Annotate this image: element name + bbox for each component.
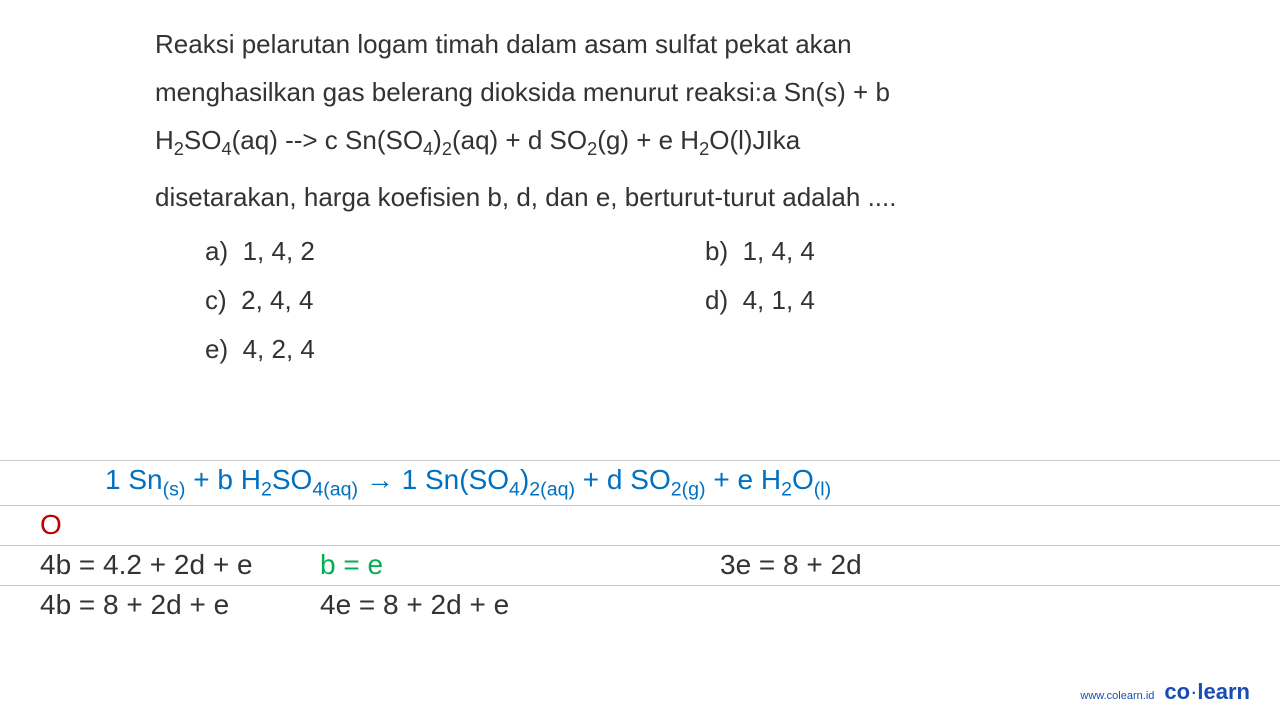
question-line2: menghasilkan gas belerang dioksida menur… — [155, 77, 890, 107]
calc-r1-c2: b = e — [320, 549, 720, 582]
eq-part: O — [792, 464, 814, 495]
calc-r2-c1: 4b = 8 + 2d + e — [40, 589, 320, 622]
eq-sub: 2(g) — [671, 479, 706, 501]
question-sub: 2 — [699, 139, 709, 159]
option-d[interactable]: d) 4, 1, 4 — [705, 285, 815, 316]
question-line4: disetarakan, harga koefisien b, d, dan e… — [155, 182, 896, 212]
question-line3-part: ) — [433, 125, 442, 155]
eq-sub: (s) — [163, 479, 186, 501]
logo-co: co — [1164, 679, 1190, 704]
option-e-value: 4, 2, 4 — [243, 334, 315, 364]
eq-part: SO — [272, 464, 312, 495]
footer-url: www.colearn.id — [1080, 690, 1154, 702]
eq-part: + d SO — [575, 464, 671, 495]
eq-sub: 2 — [261, 479, 272, 501]
option-e-label: e) — [205, 334, 228, 364]
question-sub: 2 — [174, 139, 184, 159]
options-row-2: c) 2, 4, 4 d) 4, 1, 4 — [205, 285, 1125, 316]
footer-logo: co·learn — [1164, 679, 1250, 705]
option-c-label: c) — [205, 285, 227, 315]
eq-sub: 4(aq) — [312, 479, 358, 501]
eq-part: 1 Sn — [105, 464, 163, 495]
question-line3-part: (g) + e H — [597, 125, 699, 155]
option-a-value: 1, 4, 2 — [243, 236, 315, 266]
option-a-label: a) — [205, 236, 228, 266]
option-b[interactable]: b) 1, 4, 4 — [705, 236, 815, 267]
question-sub: 2 — [442, 139, 452, 159]
question-line3-part: O(l)JIka — [709, 125, 800, 155]
options-container: a) 1, 4, 2 b) 1, 4, 4 c) 2, 4, 4 d) 4, 1… — [155, 236, 1125, 365]
question-area: Reaksi pelarutan logam timah dalam asam … — [0, 0, 1280, 365]
calc-row-2: 4b = 8 + 2d + e 4e = 8 + 2d + e — [0, 585, 1280, 625]
question-line3-part: (aq) --> c Sn(SO — [232, 125, 423, 155]
eq-part: ) — [520, 464, 529, 495]
calc-row-1: 4b = 4.2 + 2d + e b = e 3e = 8 + 2d — [0, 545, 1280, 585]
solution-area: 1 Sn(s) + b H2SO4(aq) → 1 Sn(SO4)2(aq) +… — [0, 460, 1280, 625]
question-line3-part: H — [155, 125, 174, 155]
calc-r1-c3: 3e = 8 + 2d — [720, 549, 1020, 582]
arrow-icon: → — [358, 464, 402, 495]
option-b-label: b) — [705, 236, 728, 266]
equation-line: 1 Sn(s) + b H2SO4(aq) → 1 Sn(SO4)2(aq) +… — [0, 460, 1280, 505]
eq-sub: 2(aq) — [529, 479, 575, 501]
oxygen-label: O — [0, 505, 1280, 545]
footer: www.colearn.id co·learn — [1080, 679, 1250, 705]
question-line3-part: SO — [184, 125, 222, 155]
question-sub: 4 — [423, 139, 433, 159]
calc-r2-c2: 4e = 8 + 2d + e — [320, 589, 720, 622]
options-row-1: a) 1, 4, 2 b) 1, 4, 4 — [205, 236, 1125, 267]
option-c[interactable]: c) 2, 4, 4 — [205, 285, 705, 316]
option-a[interactable]: a) 1, 4, 2 — [205, 236, 705, 267]
option-d-label: d) — [705, 285, 728, 315]
question-text: Reaksi pelarutan logam timah dalam asam … — [155, 20, 1125, 221]
option-e[interactable]: e) 4, 2, 4 — [205, 334, 705, 365]
eq-part: + b H — [185, 464, 260, 495]
option-c-value: 2, 4, 4 — [241, 285, 313, 315]
eq-part: + e H — [706, 464, 781, 495]
question-line1: Reaksi pelarutan logam timah dalam asam … — [155, 29, 852, 59]
eq-sub: 2 — [781, 479, 792, 501]
question-line3-part: (aq) + d SO — [452, 125, 587, 155]
calc-r1-c1: 4b = 4.2 + 2d + e — [40, 549, 320, 582]
options-row-3: e) 4, 2, 4 — [205, 334, 1125, 365]
eq-sub: (l) — [814, 479, 831, 501]
option-b-value: 1, 4, 4 — [743, 236, 815, 266]
question-sub: 4 — [221, 139, 231, 159]
eq-sub: 4 — [509, 479, 520, 501]
option-d-value: 4, 1, 4 — [743, 285, 815, 315]
question-sub: 2 — [587, 139, 597, 159]
eq-part: 1 Sn(SO — [402, 464, 509, 495]
logo-learn: learn — [1197, 679, 1250, 704]
